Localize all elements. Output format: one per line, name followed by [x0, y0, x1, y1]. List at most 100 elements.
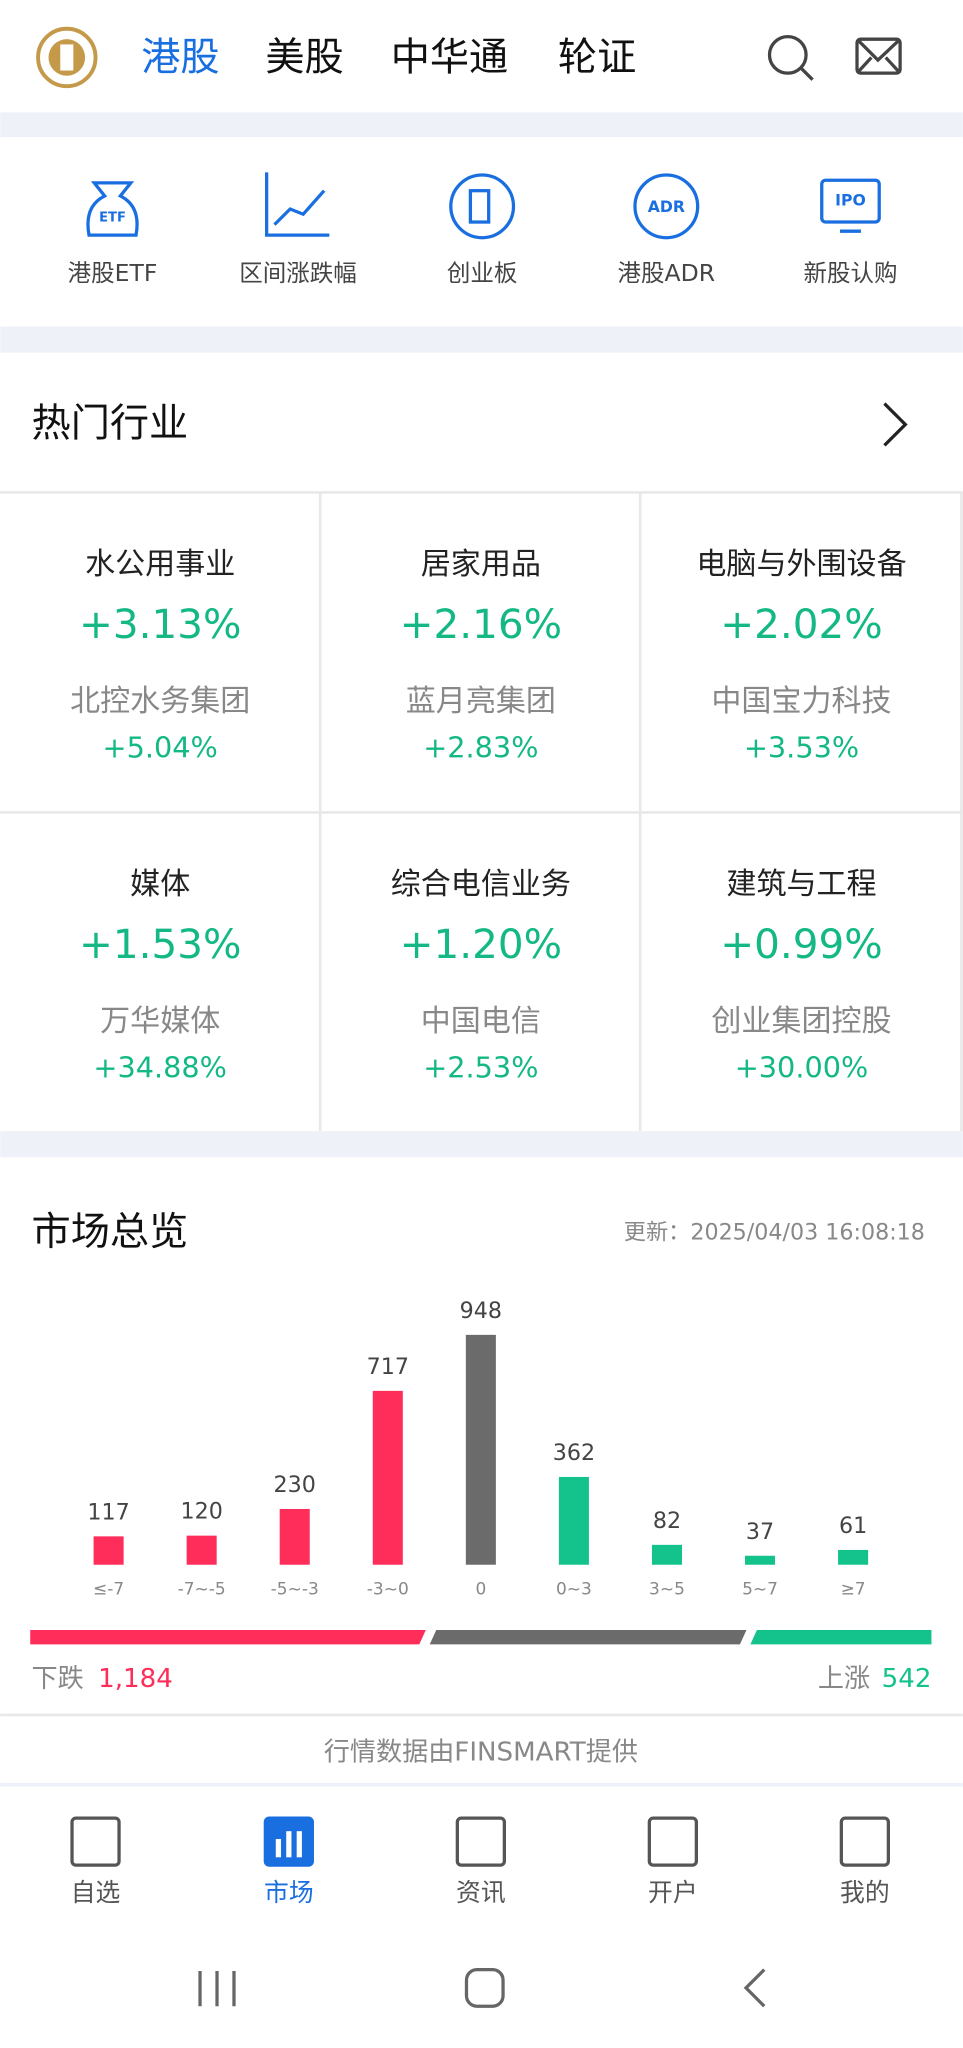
ratio-segment — [30, 1630, 426, 1645]
industry-change: +1.53% — [79, 920, 241, 968]
x-tick-label: 0~3 — [556, 1580, 592, 1600]
nav-item[interactable]: 我的 — [839, 1816, 890, 1907]
shortcut-label: 港股ADR — [618, 259, 716, 287]
bar — [279, 1508, 310, 1565]
industry-change: +0.99% — [720, 920, 882, 968]
sys-back[interactable] — [743, 1968, 766, 2008]
x-tick-label: 5~7 — [742, 1580, 778, 1600]
x-tick-label: 3~5 — [649, 1580, 685, 1600]
down-count: 1,184 — [98, 1664, 173, 1694]
bar — [465, 1334, 496, 1565]
nav-label: 自选 — [71, 1878, 121, 1907]
stock-change: +30.00% — [735, 1051, 869, 1085]
industry-name: 水公用事业 — [85, 547, 235, 582]
section-title: 热门行业 — [32, 401, 189, 446]
industry-cell[interactable]: 居家用品 +2.16% 蓝月亮集团 +2.83% — [400, 547, 562, 765]
icon-text: IPO — [835, 191, 866, 210]
bar-value-label: 948 — [460, 1298, 502, 1324]
stock-change: +5.04% — [103, 731, 218, 765]
section-gap — [0, 326, 963, 353]
icon-screen — [820, 178, 881, 224]
bar — [558, 1476, 589, 1565]
stock-change: +2.83% — [423, 731, 538, 765]
section-gap — [0, 112, 963, 138]
market-tab[interactable]: 美股 — [265, 36, 343, 81]
icon-chart — [265, 172, 330, 237]
mail-icon[interactable] — [855, 37, 902, 75]
nav-label: 市场 — [264, 1878, 314, 1907]
ratio-segment — [750, 1630, 932, 1645]
nav-item[interactable]: 自选 — [70, 1816, 121, 1907]
sys-recent[interactable] — [198, 1970, 236, 2007]
bar-value-label: 120 — [180, 1499, 222, 1525]
nav-icon — [455, 1816, 506, 1867]
shortcut-label: 区间涨跌幅 — [239, 259, 357, 287]
nav-item[interactable]: 开户 — [647, 1816, 698, 1907]
industry-name: 居家用品 — [421, 547, 541, 582]
leading-stock: 中国宝力科技 — [711, 684, 891, 719]
nav-label: 我的 — [840, 1878, 890, 1907]
data-source: 行情数据由FINSMART提供 — [324, 1737, 638, 1767]
icon-text: ETF — [99, 211, 126, 226]
industry-change: +3.13% — [79, 600, 241, 648]
update-time: 更新：2025/04/03 16:08:18 — [624, 1219, 925, 1245]
nav-icon-bar — [275, 1839, 282, 1858]
search-icon[interactable] — [767, 34, 808, 75]
bar-value-label: 117 — [87, 1499, 129, 1525]
industry-cell[interactable]: 综合电信业务 +1.20% 中国电信 +2.53% — [391, 867, 571, 1085]
shortcut-label: 创业板 — [447, 259, 518, 287]
bar — [186, 1535, 217, 1565]
chevron[interactable] — [883, 402, 908, 447]
shortcut[interactable]: ADR 港股ADR — [618, 173, 716, 287]
shortcut-label: 港股ETF — [68, 259, 158, 287]
bar — [372, 1390, 403, 1565]
leading-stock: 创业集团控股 — [711, 1004, 891, 1039]
section-title: 市场总览 — [32, 1210, 189, 1255]
industry-change: +2.16% — [400, 600, 562, 648]
down-label: 下跌 — [32, 1664, 84, 1694]
industry-cell[interactable]: 建筑与工程 +0.99% 创业集团控股 +30.00% — [711, 867, 891, 1085]
nav-item[interactable]: 资讯 — [455, 1816, 506, 1907]
industry-name: 媒体 — [130, 867, 190, 902]
industry-name: 电脑与外围设备 — [696, 547, 906, 582]
bar-value-label: 82 — [653, 1508, 681, 1534]
logo-mark — [60, 44, 74, 71]
shortcut[interactable]: 创业板 — [447, 173, 518, 287]
bar — [651, 1544, 682, 1565]
industry-name: 综合电信业务 — [391, 867, 571, 902]
shortcut[interactable]: IPO 新股认购 — [803, 178, 897, 287]
leading-stock: 蓝月亮集团 — [406, 684, 556, 719]
nav-icon-bar — [286, 1831, 292, 1858]
x-tick-label: 0 — [475, 1580, 486, 1600]
nav-label: 开户 — [648, 1878, 698, 1907]
stock-change: +3.53% — [744, 731, 859, 765]
bar-value-label: 37 — [746, 1519, 774, 1545]
nav-icon — [839, 1816, 890, 1867]
industry-change: +1.20% — [400, 920, 562, 968]
industry-name: 建筑与工程 — [726, 867, 876, 902]
x-tick-label: -5~-3 — [271, 1580, 319, 1600]
industry-cell[interactable]: 电脑与外围设备 +2.02% 中国宝力科技 +3.53% — [696, 547, 906, 765]
icon-circle — [633, 173, 700, 240]
market-tab[interactable]: 轮证 — [558, 36, 636, 81]
market-tab[interactable]: 中华通 — [391, 36, 509, 81]
market-tab[interactable]: 港股 — [141, 36, 219, 81]
shortcut[interactable]: 区间涨跌幅 — [239, 172, 357, 287]
mail-flap — [855, 37, 902, 75]
industry-cell[interactable]: 媒体 +1.53% 万华媒体 +34.88% — [79, 867, 241, 1085]
shortcut[interactable]: ETF 港股ETF — [68, 181, 158, 287]
x-tick-label: ≤-7 — [93, 1580, 124, 1600]
sys-home[interactable] — [464, 1967, 505, 2008]
logo — [36, 26, 98, 89]
x-tick-label: ≥7 — [841, 1580, 866, 1600]
bar — [93, 1536, 124, 1565]
industry-cell[interactable]: 水公用事业 +3.13% 北控水务集团 +5.04% — [70, 547, 250, 765]
section-gap — [0, 1782, 963, 1787]
nav-item[interactable]: 市场 — [263, 1816, 314, 1907]
section-gap — [0, 1131, 963, 1158]
x-tick-label: -3~0 — [367, 1580, 409, 1600]
x-tick-label: -7~-5 — [178, 1580, 226, 1600]
bar-value-label: 61 — [839, 1513, 867, 1539]
search-handle — [799, 66, 814, 81]
